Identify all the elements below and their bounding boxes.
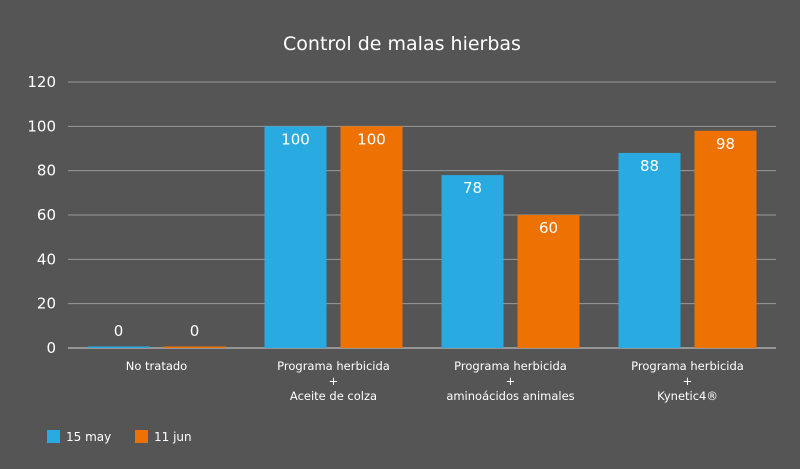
bars [87, 126, 757, 348]
chart-title: Control de malas hierbas [283, 33, 521, 55]
y-tick-label: 20 [37, 295, 56, 313]
bar [264, 126, 327, 348]
y-tick-label: 40 [37, 250, 56, 268]
legend-swatch [135, 430, 148, 443]
bar [163, 346, 226, 348]
y-tick-label: 120 [27, 73, 56, 91]
category-label: + [506, 374, 516, 388]
bar [340, 126, 403, 348]
bar [517, 215, 580, 348]
category-label: Programa herbicida [277, 359, 390, 373]
data-label: 88 [640, 157, 659, 175]
category-label: Kynetic4® [657, 389, 718, 403]
data-label: 60 [539, 219, 558, 237]
legend: 15 may 11 jun [47, 430, 192, 444]
category-label: Aceite de colza [290, 389, 377, 403]
data-label: 0 [114, 322, 124, 340]
bar [694, 130, 757, 348]
y-tick-label: 0 [46, 339, 56, 357]
legend-label: 11 jun [154, 430, 192, 444]
y-tick-label: 80 [37, 162, 56, 180]
category-label: aminoácidos animales [446, 389, 574, 403]
y-tick-label: 100 [27, 117, 56, 135]
data-labels: 0 0 100 100 78 60 88 98 [114, 130, 735, 340]
y-axis-tick-labels: 0 20 40 60 80 100 120 [27, 73, 56, 357]
data-label: 98 [716, 135, 735, 153]
legend-label: 15 may [66, 430, 111, 444]
bar [441, 175, 504, 348]
bar [618, 152, 681, 348]
data-label: 0 [190, 322, 200, 340]
y-tick-label: 60 [37, 206, 56, 224]
x-axis-category-labels: No tratado Programa herbicida+Aceite de c… [126, 359, 744, 403]
legend-swatch [47, 430, 60, 443]
bar [87, 346, 150, 348]
category-label: + [683, 374, 693, 388]
category-label: Programa herbicida [631, 359, 744, 373]
data-label: 100 [281, 130, 310, 148]
category-label: No tratado [126, 359, 187, 373]
category-label: + [329, 374, 339, 388]
data-label: 78 [463, 179, 482, 197]
data-label: 100 [357, 130, 386, 148]
category-label: Programa herbicida [454, 359, 567, 373]
